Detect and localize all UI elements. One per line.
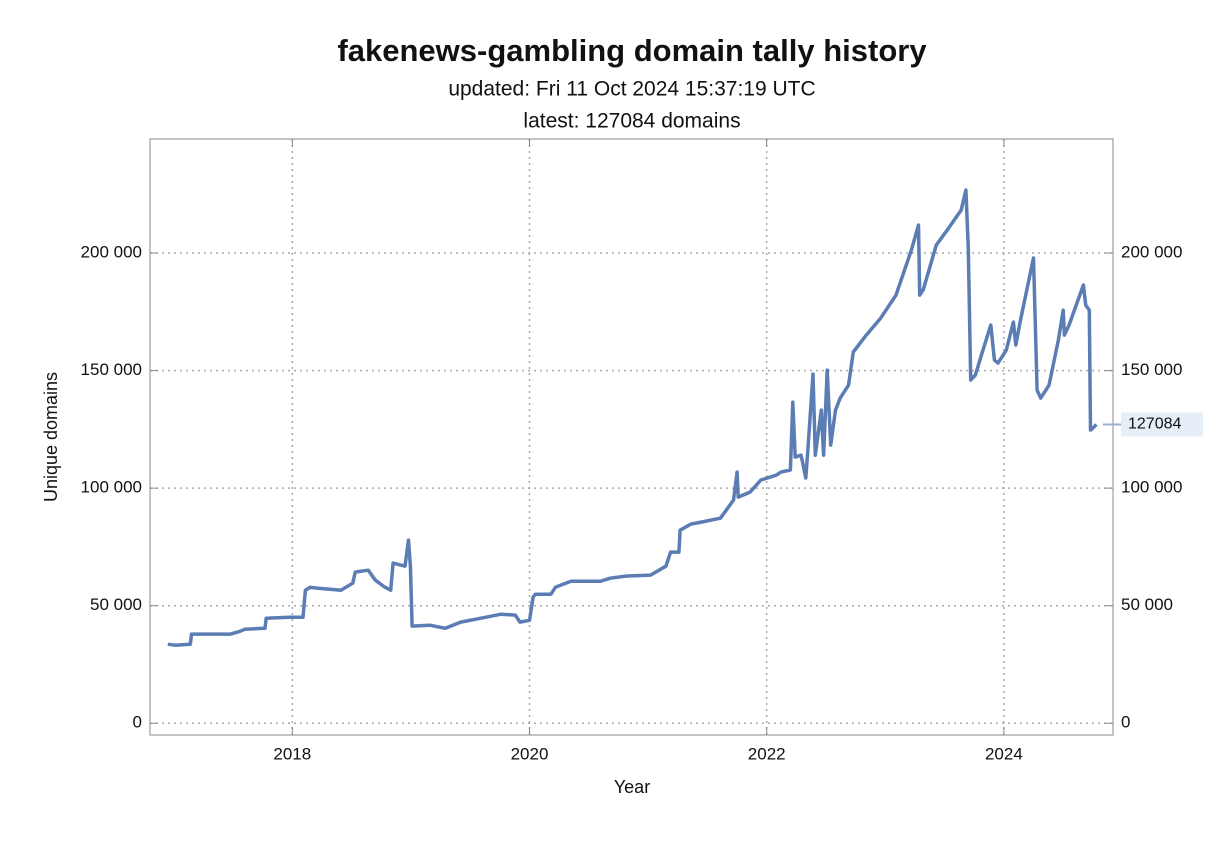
y-tick-label: 0 — [133, 713, 142, 732]
y-tick-label: 200 000 — [1121, 243, 1182, 262]
callout-box — [1121, 412, 1203, 437]
y-tick-label: 150 000 — [1121, 360, 1182, 379]
data-line — [167, 188, 1098, 647]
x-tick-label: 2020 — [511, 744, 549, 763]
y-tick-label: 50 000 — [90, 595, 142, 614]
y-tick-label: 0 — [1121, 713, 1130, 732]
value-label: 127084 — [1128, 416, 1181, 433]
plot-frame — [149, 138, 1114, 736]
y-axis-label: Unique domains — [41, 372, 61, 502]
x-axis-label: Year — [614, 777, 650, 797]
chart-title: fakenews-gambling domain tally history — [337, 33, 927, 68]
x-tick-label: 2018 — [273, 744, 311, 763]
y-tick-label: 100 000 — [1121, 478, 1182, 497]
y-tick-label: 150 000 — [81, 360, 142, 379]
y-tick-label: 50 000 — [1121, 595, 1173, 614]
y-tick-label: 100 000 — [81, 478, 142, 497]
x-tick-label: 2022 — [748, 744, 786, 763]
chart-subtitle: updated: Fri 11 Oct 2024 15:37:19 UTC — [448, 78, 815, 101]
chart-subtitle: latest: 127084 domains — [523, 110, 740, 133]
x-tick-label: 2024 — [985, 744, 1023, 763]
y-tick-label: 200 000 — [81, 243, 142, 262]
